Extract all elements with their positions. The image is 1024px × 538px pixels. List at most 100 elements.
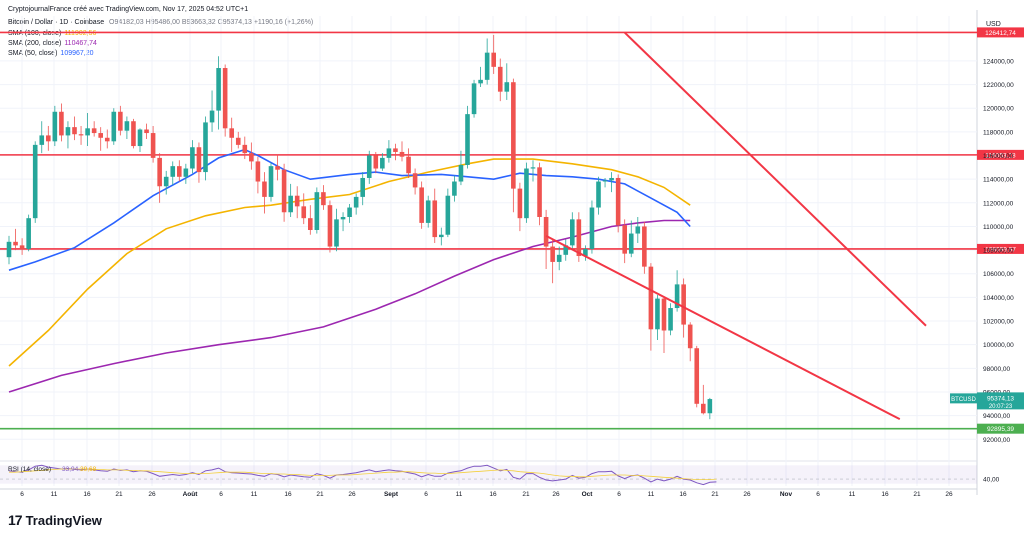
price-tick-label: 104000,00 xyxy=(983,295,1014,302)
time-tick-label: 11 xyxy=(456,491,463,498)
candle-body xyxy=(249,153,254,162)
indicator-value: 111902,56 xyxy=(64,30,97,37)
time-tick-label: 6 xyxy=(617,491,621,498)
candle-body xyxy=(144,129,149,134)
candle-body xyxy=(360,177,365,197)
candle-body xyxy=(628,233,634,254)
candle-body xyxy=(262,181,267,197)
time-tick-label: 16 xyxy=(489,491,497,498)
candle-body xyxy=(301,206,307,219)
time-tick-label: 11 xyxy=(251,491,258,498)
candle-body xyxy=(65,127,71,136)
chart-creator-line: CryptojournalFrance créé avec TradingVie… xyxy=(8,6,249,13)
candle-body xyxy=(439,234,444,238)
candle-body xyxy=(432,200,438,238)
candle-body xyxy=(602,180,608,182)
candle-body xyxy=(412,173,418,188)
candle-body xyxy=(445,195,451,235)
candle-body xyxy=(687,324,693,349)
indicator-sma100[interactable]: SMA (100, close) 111902,56 xyxy=(8,30,97,37)
candle-body xyxy=(216,68,221,111)
price-tick-label: 106000,00 xyxy=(983,271,1014,278)
tradingview-brand: TradingView xyxy=(25,512,102,528)
candle-body xyxy=(556,254,562,262)
time-tick-label: 6 xyxy=(424,491,428,498)
rsi-pane: RSI (14, close) 33,94 39,68 40,00 xyxy=(0,464,1000,486)
grid xyxy=(0,10,978,495)
candle-body xyxy=(353,196,359,208)
candle-body xyxy=(222,68,228,129)
candle-body xyxy=(59,111,64,136)
time-tick-label: 26 xyxy=(743,491,751,498)
time-tick-label: 6 xyxy=(219,491,223,498)
candle-body xyxy=(196,147,202,173)
indicator-sma50[interactable]: SMA (50, close) 109967,20 xyxy=(8,50,94,57)
candle-body xyxy=(642,226,647,267)
candle-body xyxy=(622,225,627,254)
time-tick-label: 16 xyxy=(881,491,889,498)
candle-body xyxy=(124,121,130,131)
candle-body xyxy=(314,192,320,230)
time-tick-label: 16 xyxy=(679,491,687,498)
price-tick-label: 118000,00 xyxy=(983,129,1014,136)
candle-body xyxy=(380,157,385,169)
last-price-value: 95374,13 xyxy=(987,395,1014,402)
candle-body xyxy=(550,246,555,262)
time-tick-label: 11 xyxy=(849,491,856,498)
candle-body xyxy=(511,82,516,189)
time-tick-label: 26 xyxy=(148,491,156,498)
candle-body xyxy=(242,144,248,154)
candle-body xyxy=(157,157,162,187)
candle-body xyxy=(131,121,136,147)
candle-body xyxy=(347,207,352,217)
time-tick-label: 6 xyxy=(816,491,820,498)
price-tick-label: 124000,00 xyxy=(983,58,1014,65)
candle-body xyxy=(334,219,339,247)
time-tick-label: 21 xyxy=(115,491,123,498)
candle-body xyxy=(458,164,464,182)
time-tick-label: Nov xyxy=(780,491,793,498)
candle-body xyxy=(589,207,595,249)
time-tick-label: 11 xyxy=(51,491,58,498)
candle-body xyxy=(484,52,490,80)
symbol-name: Bitcoin / Dollar · 1D · Coinbase xyxy=(8,19,105,26)
price-tick-label: 112000,00 xyxy=(983,200,1014,207)
candle-body xyxy=(366,155,372,178)
candle-body xyxy=(118,111,123,131)
candles xyxy=(6,34,713,420)
candle-body xyxy=(294,195,300,207)
candle-body xyxy=(255,161,261,182)
time-tick-label: 11 xyxy=(648,491,655,498)
time-tick-label: Oct xyxy=(582,491,594,498)
candle-body xyxy=(32,144,38,219)
trend-line xyxy=(624,31,927,327)
indicator-value: 109967,20 xyxy=(60,50,94,57)
candle-body xyxy=(478,79,483,84)
indicator-sma200[interactable]: SMA (200, close) 110467,74 xyxy=(8,40,97,47)
candle-body xyxy=(615,177,621,226)
time-tick-label: 21 xyxy=(316,491,324,498)
candle-body xyxy=(406,156,411,174)
candle-body xyxy=(701,403,706,414)
price-tick-label: 102000,00 xyxy=(983,319,1014,326)
candle-body xyxy=(91,128,97,134)
currency-label: USD xyxy=(986,21,1001,28)
candle-body xyxy=(674,284,680,309)
price-tick-label: 110000,00 xyxy=(983,224,1014,231)
candle-body xyxy=(235,137,241,145)
moving-averages xyxy=(8,148,691,393)
candle-body xyxy=(648,266,654,330)
candle-body xyxy=(46,135,51,142)
candle-body xyxy=(288,195,293,213)
time-tick-label: 6 xyxy=(20,491,24,498)
sma200-line xyxy=(8,219,691,393)
candle-body xyxy=(6,241,12,258)
candle-body xyxy=(78,134,84,136)
candle-body xyxy=(39,135,45,145)
candle-body xyxy=(321,192,326,206)
candle-body xyxy=(13,241,18,246)
time-tick-label: 16 xyxy=(83,491,91,498)
tradingview-logo[interactable]: 17 TradingView xyxy=(8,512,102,528)
rsi-line xyxy=(8,464,717,486)
